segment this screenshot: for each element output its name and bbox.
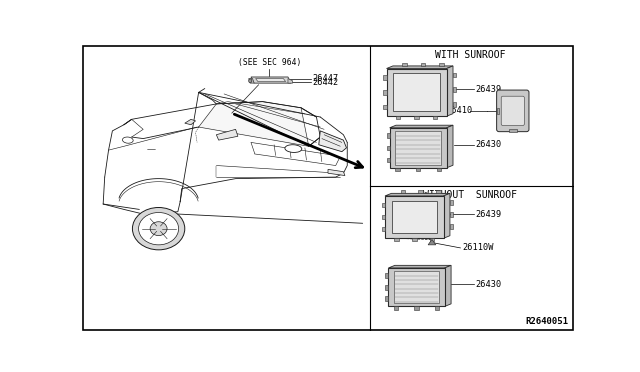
Text: 26430: 26430	[476, 140, 502, 149]
Ellipse shape	[139, 212, 179, 245]
Polygon shape	[439, 63, 444, 66]
Polygon shape	[402, 63, 407, 66]
Polygon shape	[396, 116, 401, 119]
Polygon shape	[382, 227, 385, 231]
Polygon shape	[450, 200, 453, 205]
Polygon shape	[319, 131, 346, 152]
Text: R2640051: R2640051	[525, 317, 568, 327]
Polygon shape	[388, 265, 451, 268]
Polygon shape	[509, 129, 516, 132]
Polygon shape	[416, 168, 420, 171]
Polygon shape	[385, 285, 388, 289]
Polygon shape	[382, 215, 385, 219]
Text: 26442: 26442	[312, 78, 339, 87]
Text: 26439: 26439	[476, 85, 502, 94]
Text: 26410: 26410	[447, 106, 473, 115]
Text: 26110W: 26110W	[462, 243, 493, 253]
Polygon shape	[385, 296, 388, 301]
Ellipse shape	[132, 208, 185, 250]
Polygon shape	[288, 78, 292, 83]
Polygon shape	[414, 307, 419, 310]
Ellipse shape	[150, 222, 167, 235]
Polygon shape	[450, 212, 453, 217]
Polygon shape	[387, 145, 390, 150]
Polygon shape	[387, 66, 453, 68]
Polygon shape	[429, 238, 435, 241]
Polygon shape	[453, 102, 456, 107]
Polygon shape	[390, 128, 447, 168]
Polygon shape	[420, 63, 426, 66]
FancyBboxPatch shape	[501, 96, 524, 125]
Text: 26430: 26430	[476, 280, 502, 289]
Polygon shape	[436, 190, 441, 193]
Polygon shape	[395, 131, 441, 164]
Polygon shape	[383, 105, 387, 109]
Ellipse shape	[249, 79, 252, 83]
Text: 26447: 26447	[312, 74, 339, 83]
Polygon shape	[401, 190, 405, 193]
Polygon shape	[428, 240, 436, 245]
Polygon shape	[383, 90, 387, 95]
Polygon shape	[450, 224, 453, 229]
Polygon shape	[419, 190, 423, 193]
Polygon shape	[445, 265, 451, 307]
Polygon shape	[388, 268, 445, 307]
Polygon shape	[394, 73, 440, 111]
Polygon shape	[255, 78, 285, 81]
Polygon shape	[394, 307, 399, 310]
Ellipse shape	[285, 145, 302, 153]
Polygon shape	[444, 193, 450, 238]
Polygon shape	[447, 66, 453, 116]
Polygon shape	[382, 203, 385, 208]
Text: WITH SUNROOF: WITH SUNROOF	[435, 50, 506, 60]
Polygon shape	[394, 271, 439, 303]
Polygon shape	[453, 73, 456, 77]
Polygon shape	[394, 238, 399, 241]
Polygon shape	[387, 158, 390, 163]
Polygon shape	[185, 119, 196, 125]
Polygon shape	[447, 125, 453, 168]
Polygon shape	[412, 238, 417, 241]
Polygon shape	[414, 116, 419, 119]
Polygon shape	[251, 77, 291, 83]
Polygon shape	[249, 78, 254, 83]
Polygon shape	[216, 129, 238, 140]
Polygon shape	[385, 196, 444, 238]
Text: (SEE SEC 964): (SEE SEC 964)	[238, 58, 301, 67]
FancyBboxPatch shape	[497, 90, 529, 132]
Polygon shape	[328, 169, 345, 176]
Polygon shape	[436, 168, 441, 171]
Polygon shape	[433, 116, 437, 119]
Text: WITHOUT  SUNROOF: WITHOUT SUNROOF	[424, 190, 518, 200]
Polygon shape	[453, 87, 456, 92]
Polygon shape	[385, 273, 388, 278]
Polygon shape	[387, 68, 447, 116]
Polygon shape	[497, 108, 499, 114]
Polygon shape	[385, 193, 450, 196]
Polygon shape	[392, 201, 436, 234]
Polygon shape	[198, 102, 308, 146]
Polygon shape	[390, 125, 453, 128]
Polygon shape	[435, 307, 439, 310]
Ellipse shape	[122, 137, 133, 143]
Polygon shape	[395, 168, 399, 171]
Polygon shape	[387, 133, 390, 138]
Polygon shape	[383, 76, 387, 80]
Text: 26439: 26439	[476, 209, 502, 218]
